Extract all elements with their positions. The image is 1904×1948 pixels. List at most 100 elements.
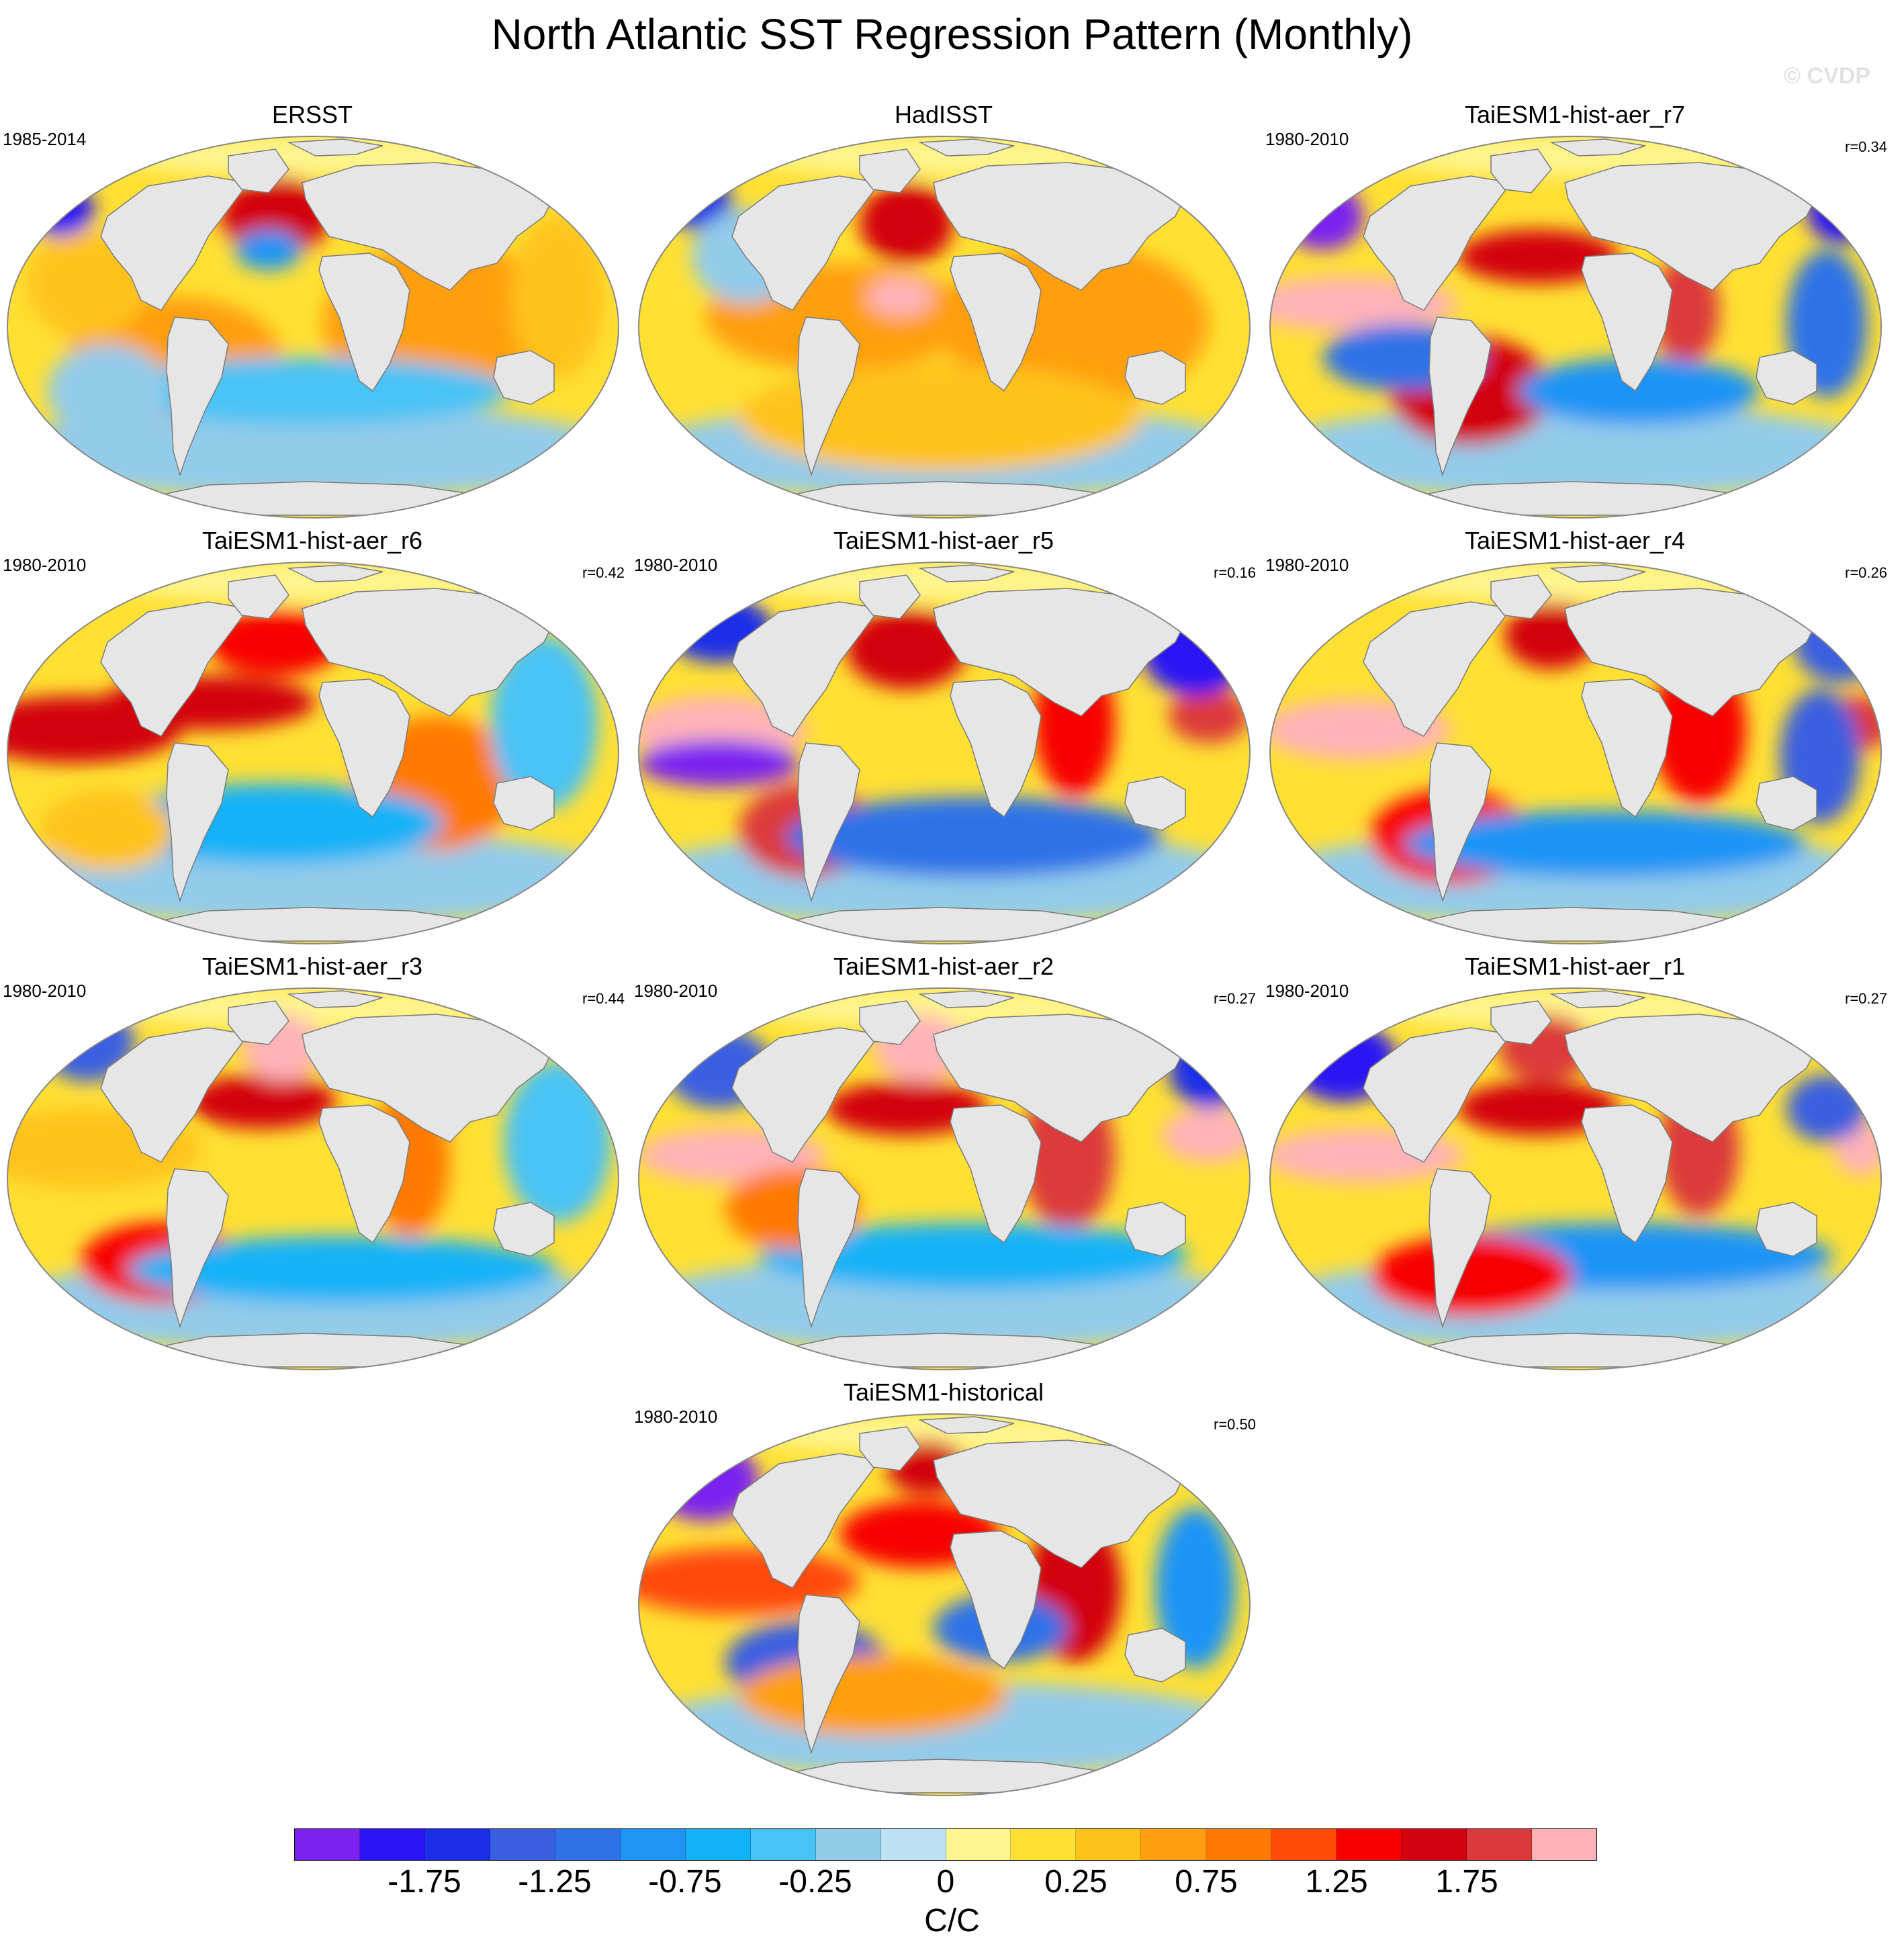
southern-ocean-anomaly <box>7 404 619 498</box>
sst-regression-map <box>638 987 1251 1370</box>
arctic-land-landmass <box>1549 990 1646 1008</box>
sst-regression-map <box>1269 562 1882 944</box>
sst-anomaly-region <box>826 1081 987 1135</box>
greenland-landmass <box>859 574 921 619</box>
australia-landmass <box>1756 350 1817 405</box>
colorbar-swatch <box>1467 1829 1533 1860</box>
pattern-correlation-label: r=0.50 <box>1214 1416 1256 1433</box>
sst-anomaly-region <box>490 635 598 810</box>
map-panel: TaiESM1-hist-aer_r7 1980-2010 r=0.34 <box>1263 98 1887 523</box>
map-outline <box>638 1413 1251 1796</box>
sst-anomaly-region <box>759 1223 1189 1290</box>
map-outline <box>638 136 1251 519</box>
greenland-landmass <box>859 1000 921 1045</box>
sst-anomaly-region <box>1370 1236 1572 1317</box>
colorbar-swatch <box>880 1829 946 1860</box>
colorbar-tick-label: 1.25 <box>1305 1864 1368 1900</box>
map-outline <box>7 136 619 519</box>
period-label: 1980-2010 <box>3 981 87 1001</box>
arctic-land-landmass <box>918 564 1015 582</box>
figure-title: North Atlantic SST Regression Pattern (M… <box>491 10 1413 58</box>
colorbar-swatch <box>620 1829 686 1860</box>
australia-landmass <box>493 776 555 831</box>
greenland-landmass <box>1490 574 1552 619</box>
sst-regression-map <box>638 562 1251 944</box>
north-america-landmass <box>731 175 881 311</box>
colorbar-swatch <box>490 1829 555 1860</box>
colorbar-swatch <box>685 1829 751 1860</box>
colorbar-swatch <box>1206 1829 1272 1860</box>
period-label: 1980-2010 <box>3 555 87 575</box>
map-panel: TaiESM1-hist-aer_r2 1980-2010 r=0.27 <box>631 950 1256 1374</box>
south-america-landmass <box>166 1168 229 1329</box>
greenland-landmass <box>859 1426 921 1471</box>
pattern-correlation-label: r=0.16 <box>1214 564 1256 581</box>
colorbar-swatch <box>750 1829 816 1860</box>
africa-landmass <box>318 678 410 818</box>
australia-landmass <box>1756 776 1817 831</box>
sst-regression-map <box>1269 136 1882 519</box>
sst-anomaly-region <box>786 797 1162 877</box>
colorbar-swatch <box>1402 1829 1467 1860</box>
colorbar-swatch <box>424 1829 490 1860</box>
panel-title: HadISST <box>894 101 993 128</box>
sst-regression-map <box>1269 987 1882 1370</box>
period-label: 1985-2014 <box>3 129 87 149</box>
south-america-landmass <box>797 1168 860 1329</box>
sst-regression-map <box>7 562 619 944</box>
period-label: 1980-2010 <box>1265 981 1349 1001</box>
colorbar-swatch <box>1271 1829 1337 1860</box>
colorbar-swatch <box>946 1829 1011 1860</box>
panel-title: TaiESM1-hist-aer_r2 <box>833 953 1054 980</box>
north-america-landmass <box>100 175 250 311</box>
colorbar-swatch <box>1011 1829 1077 1860</box>
colorbar-swatch <box>555 1829 621 1860</box>
map-panel: HadISST <box>631 98 1256 523</box>
colorbar-tick-labels: -1.75 -1.25 -0.75 -0.25 0 0.25 0.75 1.25 1.75 <box>294 1863 1597 1904</box>
australia-landmass <box>1124 1202 1186 1257</box>
colorbar-tick-label: 1.75 <box>1435 1864 1498 1900</box>
sst-anomaly-region <box>40 790 175 871</box>
south-america-landmass <box>797 742 860 903</box>
map-outline <box>1269 136 1882 519</box>
north-america-landmass <box>1363 601 1512 737</box>
sst-anomaly-region <box>866 277 934 317</box>
north-america-landmass <box>731 1027 881 1163</box>
sst-anomaly-region <box>1155 1507 1236 1669</box>
north-america-landmass <box>100 1027 250 1163</box>
panel-title: TaiESM1-hist-aer_r5 <box>833 527 1054 554</box>
colorbar-tick-label: -1.75 <box>388 1864 461 1900</box>
colorbar-tick-label: 0.25 <box>1044 1864 1107 1900</box>
sst-anomaly-region <box>1457 1081 1619 1135</box>
sst-anomaly-region <box>1404 810 1807 877</box>
colorbar-swatch <box>359 1829 425 1860</box>
pattern-correlation-label: r=0.42 <box>582 564 625 581</box>
north-america-landmass <box>1363 1027 1512 1163</box>
arctic-land-landmass <box>287 564 383 582</box>
arctic-land-landmass <box>918 990 1015 1008</box>
south-america-landmass <box>1429 1168 1492 1329</box>
map-panel: ERSST 1985-2014 <box>0 98 625 523</box>
australia-landmass <box>1124 1628 1186 1683</box>
colorbar-swatch <box>1532 1829 1597 1860</box>
sst-regression-map <box>638 136 1251 519</box>
south-america-landmass <box>166 742 229 903</box>
period-label: 1980-2010 <box>634 1407 718 1427</box>
map-panel: TaiESM1-historical 1980-2010 r=0.50 <box>631 1376 1256 1800</box>
map-outline <box>638 987 1251 1370</box>
pattern-correlation-label: r=0.27 <box>1214 990 1256 1007</box>
arctic-land-landmass <box>1549 138 1646 157</box>
sst-anomaly-region <box>510 216 604 378</box>
period-label: 1980-2010 <box>1265 129 1349 149</box>
north-america-landmass <box>100 601 250 737</box>
colorbar-swatches <box>294 1828 1597 1861</box>
map-outline <box>1269 987 1882 1370</box>
arctic-land-landmass <box>918 1416 1015 1434</box>
africa-landmass <box>950 1104 1042 1244</box>
sst-anomaly-region <box>1169 689 1249 743</box>
period-label: 1980-2010 <box>1265 555 1349 575</box>
sst-anomaly-region <box>1169 1028 1249 1108</box>
australia-landmass <box>493 350 555 405</box>
pattern-correlation-label: r=0.44 <box>582 990 625 1007</box>
australia-landmass <box>1756 1202 1817 1257</box>
